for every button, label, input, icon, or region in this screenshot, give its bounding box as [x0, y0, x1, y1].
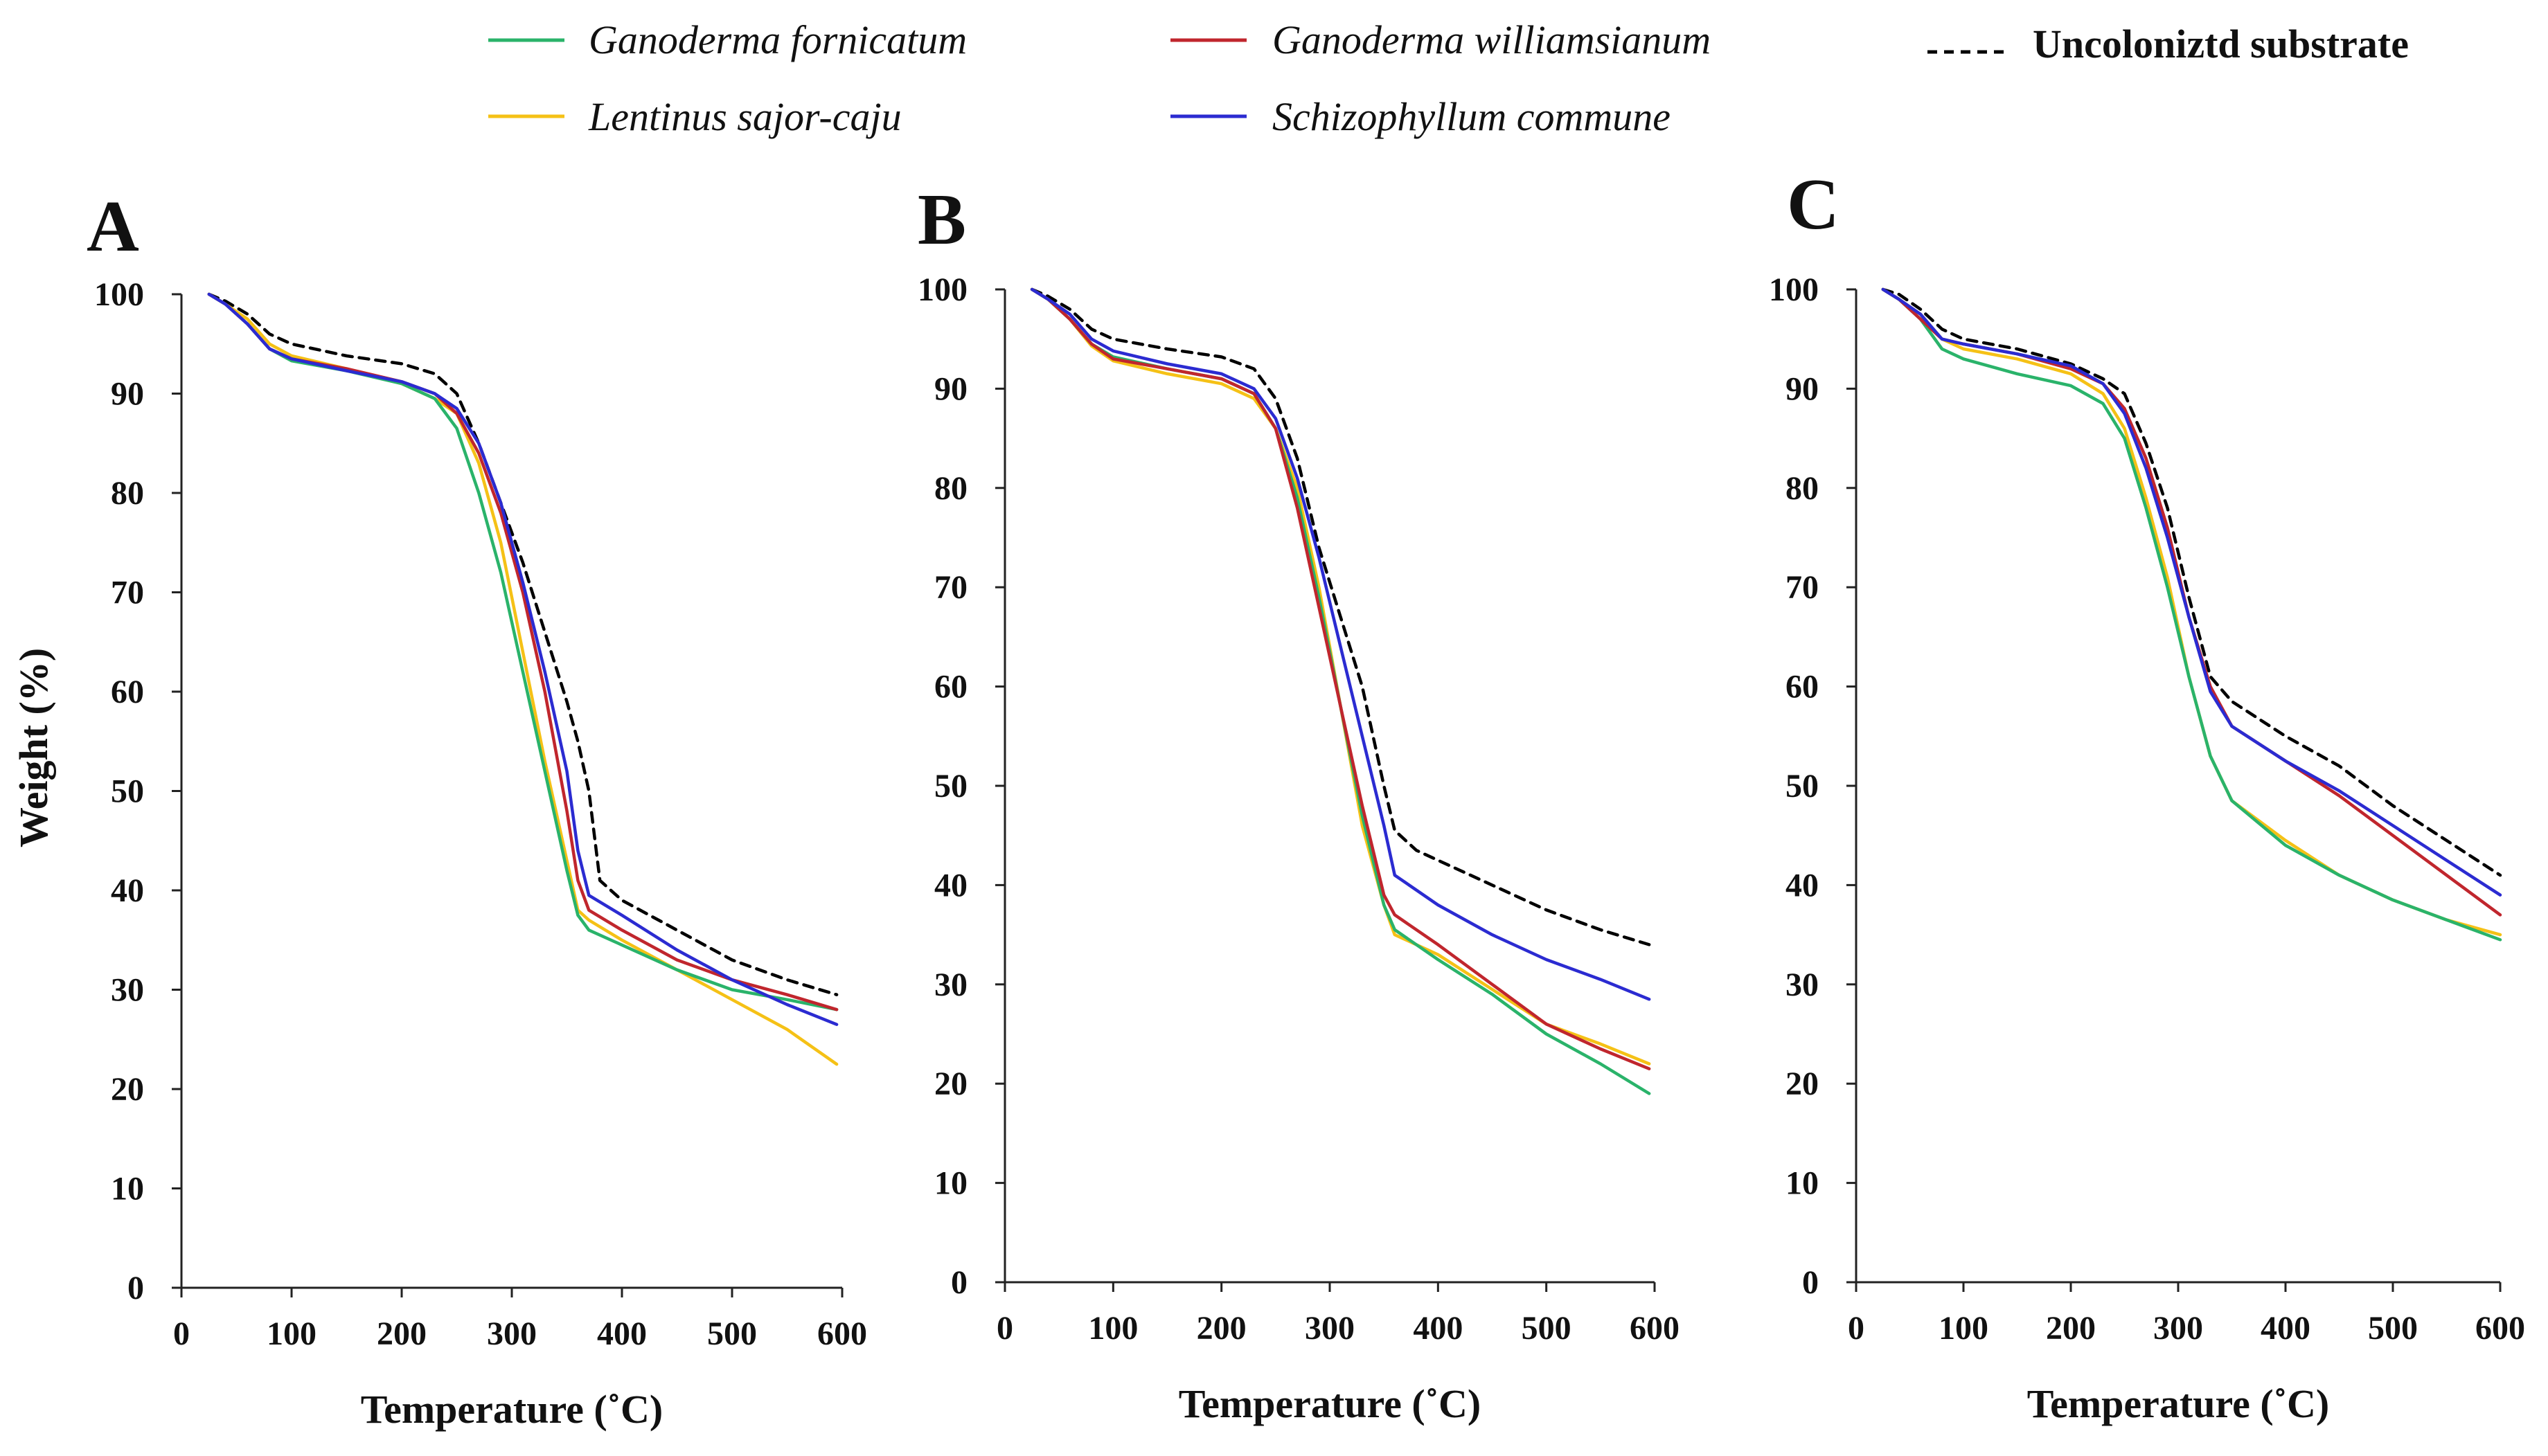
y-tick-label: 100: [918, 271, 968, 308]
axes-panel-b: 0 10 20 30 40 50 60 70 80 90 100 0 100 200 300 400 500 60…: [918, 271, 1680, 1347]
x-tick-label: 300: [487, 1315, 537, 1352]
panel-letter-b: B: [918, 179, 966, 260]
series-line-uc-panel-b: [1030, 287, 1651, 946]
x-tick-label: 500: [707, 1315, 757, 1352]
y-tick-label: 60: [934, 669, 968, 705]
y-tick-label: 50: [111, 773, 144, 810]
series-line-uc-panel-c: [1881, 287, 2502, 877]
y-tick-label: 10: [1785, 1165, 1819, 1202]
panel-letter-a: A: [87, 186, 139, 267]
y-tick-label: 10: [111, 1171, 144, 1207]
legend-item-schizophyllum-commune[interactable]: Schizophyllum commune: [1170, 94, 1671, 139]
y-tick-label: 0: [1802, 1264, 1819, 1301]
y-tick-label: 60: [1785, 669, 1819, 705]
y-tick-label: 70: [1785, 569, 1819, 606]
chart-panel-c: 0 10 20 30 40 50 60 70 80 90 100 0 100 200 300 400 500 60…: [1769, 271, 2525, 1426]
y-tick-label: 30: [934, 967, 968, 1003]
legend-label-ganoderma-fornicatum: Ganoderma fornicatum: [589, 17, 967, 62]
y-tick-label: 20: [934, 1066, 968, 1102]
y-tick-label: 90: [111, 376, 144, 413]
x-tick-label: 500: [1522, 1310, 1571, 1347]
y-tick-label: 70: [111, 575, 144, 611]
series-line-ls-panel-b: [1030, 287, 1651, 1066]
series-group-panel-c: [1881, 287, 2502, 942]
x-tick-label: 300: [1305, 1310, 1355, 1347]
y-axis-title: Weight (%): [11, 648, 56, 847]
panel-letter-c: C: [1787, 163, 1839, 244]
y-tick-label: 40: [934, 867, 968, 904]
series-line-ls-panel-c: [1881, 287, 2502, 937]
x-axis-title-panel-b: Temperature (˚C): [1179, 1381, 1481, 1426]
series-line-sc-panel-c: [1881, 287, 2502, 897]
y-tick-label: 50: [1785, 768, 1819, 805]
legend: Ganoderma fornicatum Ganoderma williamsi…: [488, 17, 2409, 139]
x-tick-label: 400: [2261, 1310, 2310, 1347]
y-tick-label: 0: [951, 1264, 968, 1301]
x-tick-label: 500: [2368, 1310, 2418, 1347]
legend-label-schizophyllum-commune: Schizophyllum commune: [1272, 94, 1671, 139]
series-line-gw-panel-b: [1030, 287, 1651, 1070]
y-tick-label: 100: [94, 276, 144, 313]
y-tick-label: 0: [127, 1270, 144, 1306]
y-tick-label: 20: [1785, 1066, 1819, 1102]
y-tick-label: 80: [111, 475, 144, 512]
series-line-uc-panel-a: [207, 292, 839, 996]
legend-label-uncolonized-substrate: Uncoloniztd substrate: [2033, 21, 2409, 66]
y-tick-label: 10: [934, 1165, 968, 1202]
x-tick-label: 400: [1413, 1310, 1463, 1347]
series-group-panel-b: [1030, 287, 1651, 1095]
axes-panel-c: 0 10 20 30 40 50 60 70 80 90 100 0 100 200 300 400 500 60…: [1769, 271, 2525, 1347]
y-tick-label: 80: [934, 470, 968, 507]
y-tick-label: 40: [1785, 867, 1819, 904]
series-line-gf-panel-c: [1881, 287, 2502, 942]
x-tick-label: 600: [2475, 1310, 2525, 1347]
y-tick-label: 90: [1785, 370, 1819, 407]
chart-panel-a: 0 10 20 30 40 50 60 70 80 90 100 0 100 200 300 400 500 60…: [94, 276, 867, 1432]
y-tick-label: 20: [111, 1071, 144, 1108]
series-line-sc-panel-a: [207, 292, 839, 1026]
y-tick-label: 30: [111, 972, 144, 1009]
x-tick-label: 300: [2153, 1310, 2203, 1347]
x-tick-label: 200: [2046, 1310, 2096, 1347]
x-tick-label: 400: [597, 1315, 647, 1352]
series-line-sc-panel-b: [1030, 287, 1651, 1001]
x-tick-label: 200: [1197, 1310, 1247, 1347]
legend-item-uncolonized-substrate[interactable]: Uncoloniztd substrate: [1927, 21, 2409, 66]
y-tick-label: 30: [1785, 967, 1819, 1003]
x-tick-label: 200: [377, 1315, 427, 1352]
y-tick-label: 50: [934, 768, 968, 805]
x-tick-label: 100: [1088, 1310, 1138, 1347]
legend-label-lentinus-sajor-caju: Lentinus sajor-caju: [588, 94, 902, 139]
y-tick-label: 60: [111, 674, 144, 710]
y-tick-label: 70: [934, 569, 968, 606]
y-tick-label: 80: [1785, 470, 1819, 507]
y-tick-label: 90: [934, 370, 968, 407]
x-axis-title-panel-a: Temperature (˚C): [361, 1387, 663, 1432]
chart-panel-b: 0 10 20 30 40 50 60 70 80 90 100 0 100 200 300 400 500 60…: [918, 271, 1680, 1426]
series-group-panel-a: [207, 292, 839, 1066]
x-tick-label: 600: [1630, 1310, 1680, 1347]
x-tick-label: 100: [1939, 1310, 1988, 1347]
x-tick-label: 100: [267, 1315, 317, 1352]
legend-label-ganoderma-williamsianum: Ganoderma williamsianum: [1272, 17, 1711, 62]
series-line-gf-panel-b: [1030, 287, 1651, 1095]
x-tick-label: 0: [173, 1315, 190, 1352]
legend-item-ganoderma-williamsianum[interactable]: Ganoderma williamsianum: [1170, 17, 1711, 62]
x-tick-label: 600: [817, 1315, 867, 1352]
y-tick-label: 100: [1769, 271, 1819, 308]
y-tick-label: 40: [111, 872, 144, 909]
legend-item-ganoderma-fornicatum[interactable]: Ganoderma fornicatum: [488, 17, 967, 62]
series-line-ls-panel-a: [207, 292, 839, 1066]
x-tick-label: 0: [1848, 1310, 1864, 1347]
x-axis-title-panel-c: Temperature (˚C): [2027, 1381, 2330, 1426]
legend-item-lentinus-sajor-caju[interactable]: Lentinus sajor-caju: [488, 94, 902, 139]
axes-panel-a: 0 10 20 30 40 50 60 70 80 90 100 0 100 200 300 400 500 60…: [94, 276, 867, 1352]
x-tick-label: 0: [997, 1310, 1013, 1347]
